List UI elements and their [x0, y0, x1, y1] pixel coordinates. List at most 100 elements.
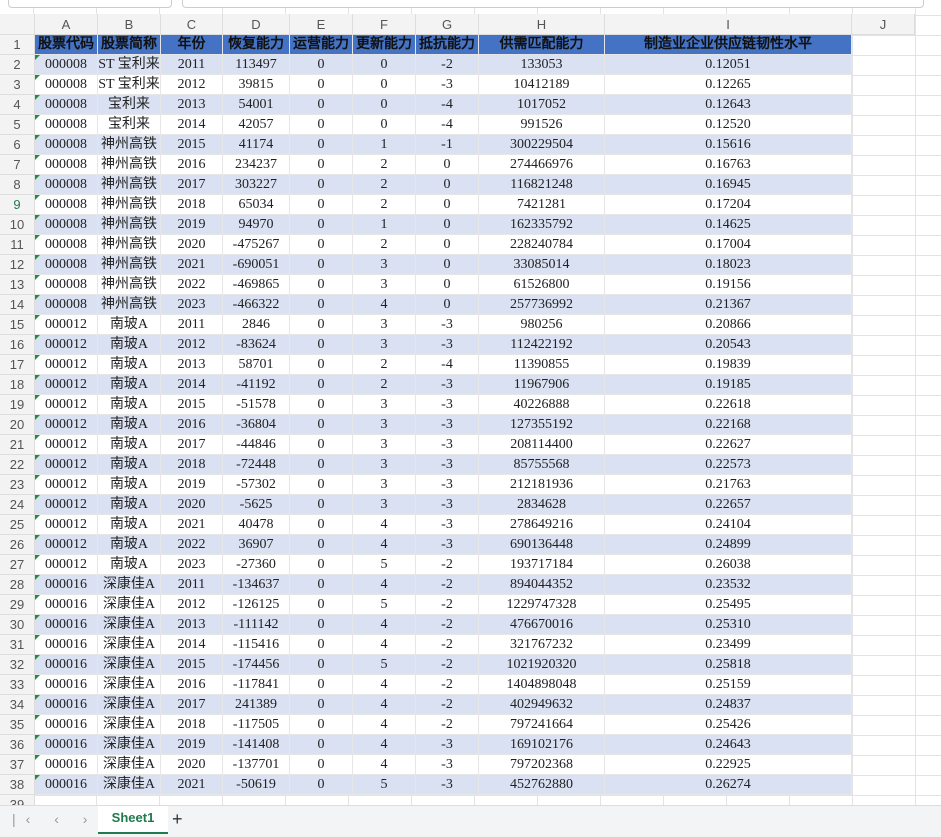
- text-number-flag: [35, 175, 40, 180]
- header-cell: 制造业企业供应链韧性水平: [605, 35, 852, 55]
- table-cell: -50619: [223, 775, 290, 795]
- table-cell: 0: [290, 135, 353, 155]
- table-cell: 58701: [223, 355, 290, 375]
- table-cell: 0: [290, 595, 353, 615]
- table-cell: 神州高铁: [98, 155, 161, 175]
- table-cell: -141408: [223, 735, 290, 755]
- table-cell: 2016: [161, 675, 223, 695]
- table-cell: 0: [290, 455, 353, 475]
- table-cell: 南玻A: [98, 535, 161, 555]
- table-cell: 3: [353, 275, 416, 295]
- row-number: 35: [0, 715, 35, 735]
- table-cell: -3: [416, 435, 479, 455]
- text-number-flag: [35, 275, 40, 280]
- table-cell: 113497: [223, 55, 290, 75]
- table-cell: 0: [290, 95, 353, 115]
- table-cell: 000012: [35, 475, 98, 495]
- table-cell: 2015: [161, 655, 223, 675]
- table-cell: -3: [416, 775, 479, 795]
- name-box[interactable]: [8, 0, 172, 8]
- table-cell: 2013: [161, 95, 223, 115]
- row-number: 37: [0, 755, 35, 775]
- row-number: 6: [0, 135, 35, 155]
- table-cell: 2846: [223, 315, 290, 335]
- table-cell: 0: [416, 275, 479, 295]
- table-cell: 0.16945: [605, 175, 852, 195]
- table-cell: 深康佳A: [98, 735, 161, 755]
- table-cell: 65034: [223, 195, 290, 215]
- text-number-flag: [35, 415, 40, 420]
- table-cell: 000016: [35, 615, 98, 635]
- table-cell: 797202368: [479, 755, 605, 775]
- table-cell: 神州高铁: [98, 235, 161, 255]
- table-cell: 南玻A: [98, 495, 161, 515]
- table-cell: 0: [290, 375, 353, 395]
- table-cell: -174456: [223, 655, 290, 675]
- table-cell: 2: [353, 195, 416, 215]
- table-cell: 228240784: [479, 235, 605, 255]
- table-cell: 2020: [161, 235, 223, 255]
- table-cell: 85755568: [479, 455, 605, 475]
- table-cell: 2022: [161, 275, 223, 295]
- table-cell: 000008: [35, 155, 98, 175]
- table-cell: 0.12643: [605, 95, 852, 115]
- table-cell: 0.16763: [605, 155, 852, 175]
- sheet-grid: A B C D E F G H I J 1 2 3 4 5 6 7 8 9 10 11 12 13 14 15 16 17 18 19 2…: [0, 0, 941, 805]
- table-cell: 402949632: [479, 695, 605, 715]
- add-sheet[interactable]: +: [172, 809, 183, 829]
- text-number-flag: [35, 355, 40, 360]
- table-cell: 2015: [161, 395, 223, 415]
- table-cell: -3: [416, 335, 479, 355]
- table-cell: 54001: [223, 95, 290, 115]
- table-cell: 0: [416, 295, 479, 315]
- table-cell: 0.25310: [605, 615, 852, 635]
- table-cell: 0.24899: [605, 535, 852, 555]
- table-cell: -466322: [223, 295, 290, 315]
- table-cell: 0: [416, 255, 479, 275]
- table-cell: 神州高铁: [98, 135, 161, 155]
- header-cell: 年份: [161, 35, 223, 55]
- table-cell: 4: [353, 615, 416, 635]
- table-cell: 2016: [161, 415, 223, 435]
- table-cell: 深康佳A: [98, 715, 161, 735]
- sheet-tab[interactable]: Sheet1: [98, 806, 168, 834]
- text-number-flag: [35, 135, 40, 140]
- row-number: 36: [0, 735, 35, 755]
- table-cell: 000016: [35, 735, 98, 755]
- table-cell: 2014: [161, 375, 223, 395]
- table-cell: 0: [290, 355, 353, 375]
- table-cell: 2014: [161, 115, 223, 135]
- formula-bar[interactable]: [182, 0, 924, 8]
- column-header: B: [98, 14, 161, 35]
- table-cell: 000012: [35, 395, 98, 415]
- table-cell: 39815: [223, 75, 290, 95]
- header-cell: 供需匹配能力: [479, 35, 605, 55]
- table-cell: 0.22657: [605, 495, 852, 515]
- text-number-flag: [35, 615, 40, 620]
- table-cell: 274466976: [479, 155, 605, 175]
- table-cell: 4: [353, 535, 416, 555]
- table-cell: 深康佳A: [98, 695, 161, 715]
- table-cell: 980256: [479, 315, 605, 335]
- table-cell: 神州高铁: [98, 255, 161, 275]
- table-cell: 0.12051: [605, 55, 852, 75]
- table-cell: 000008: [35, 195, 98, 215]
- table-cell: 0: [290, 695, 353, 715]
- table-cell: 0.22168: [605, 415, 852, 435]
- table-cell: -2: [416, 555, 479, 575]
- header-cell: 恢复能力: [223, 35, 290, 55]
- column-header: D: [223, 14, 290, 35]
- table-cell: 2: [353, 375, 416, 395]
- table-cell: 3: [353, 475, 416, 495]
- table-cell: 0: [353, 75, 416, 95]
- row-number: 5: [0, 115, 35, 135]
- table-cell: 2023: [161, 295, 223, 315]
- text-number-flag: [35, 195, 40, 200]
- row-number: 28: [0, 575, 35, 595]
- table-cell: 0.19839: [605, 355, 852, 375]
- table-cell: 3: [353, 315, 416, 335]
- table-cell: 0.25159: [605, 675, 852, 695]
- table-cell: 4: [353, 515, 416, 535]
- table-cell: 0: [290, 115, 353, 135]
- header-cell: 抵抗能力: [416, 35, 479, 55]
